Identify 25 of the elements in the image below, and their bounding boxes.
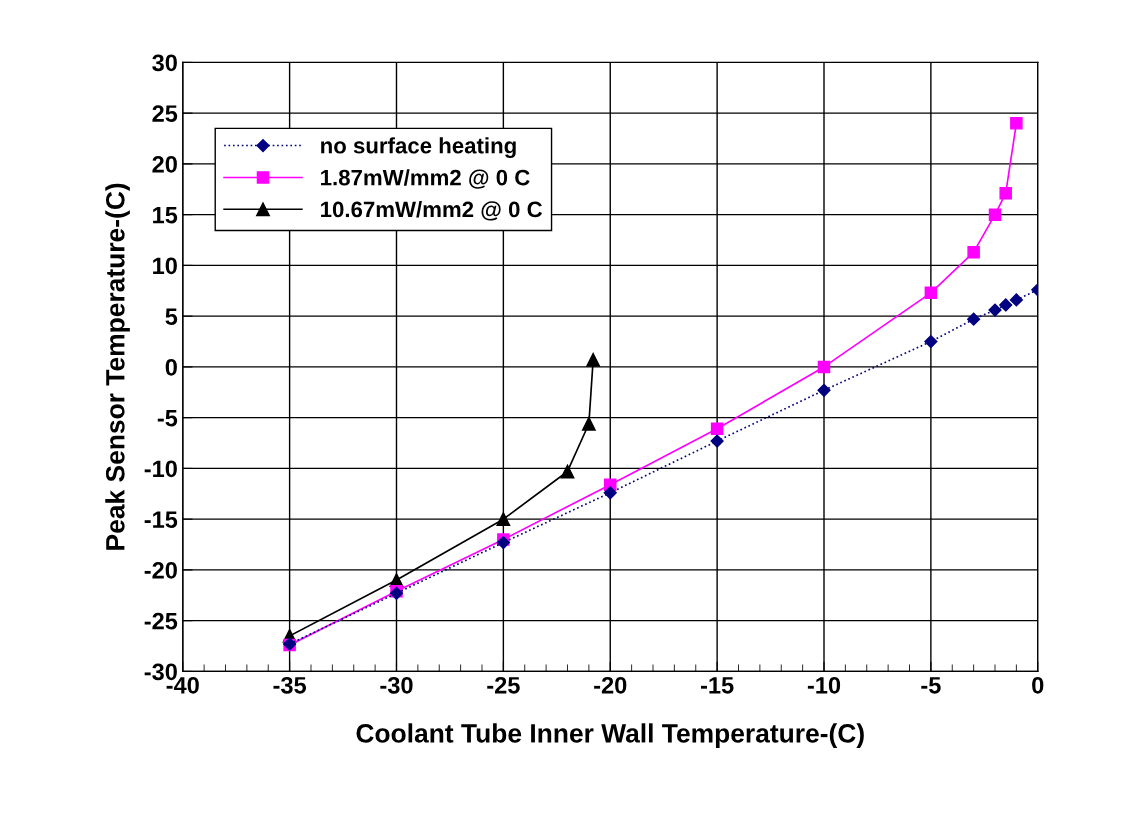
x-tick-label: -35 — [273, 676, 307, 694]
y-tick-label: -10 — [144, 460, 177, 478]
y-tick-label: -20 — [144, 561, 177, 579]
y-tick-label: 25 — [152, 105, 178, 122]
x-tick-label: 0 — [1032, 676, 1044, 694]
x-tick-label: -5 — [921, 677, 941, 694]
x-tick-label: -30 — [380, 676, 413, 694]
x-tick-label: -20 — [594, 676, 627, 694]
y-tick-label: 10 — [153, 257, 177, 275]
y-tick-label: -5 — [157, 409, 178, 427]
legend-label: 10.67mW/mm2 @ 0 C — [321, 200, 543, 221]
legend-label: 1.87mW/mm2 @ 0 C — [321, 169, 530, 189]
y-tick-label: 20 — [152, 155, 177, 173]
y-tick-label: 30 — [152, 54, 177, 72]
x-tick-label: -15 — [700, 677, 734, 694]
y-tick-label: 0 — [165, 358, 177, 376]
y-tick-label: -15 — [144, 511, 178, 528]
legend-label: no surface heating — [321, 137, 516, 159]
y-tick-label: 5 — [165, 308, 178, 325]
y-tick-label: 15 — [153, 206, 178, 224]
y-tick-label: -25 — [144, 612, 178, 630]
y-axis-title: Peak Sensor Temperature-(C) — [105, 183, 130, 550]
x-tick-label: -10 — [807, 676, 841, 694]
x-tick-label: -25 — [487, 676, 520, 694]
x-axis-title: Coolant Tube Inner Wall Temperature-(C) — [356, 723, 864, 748]
